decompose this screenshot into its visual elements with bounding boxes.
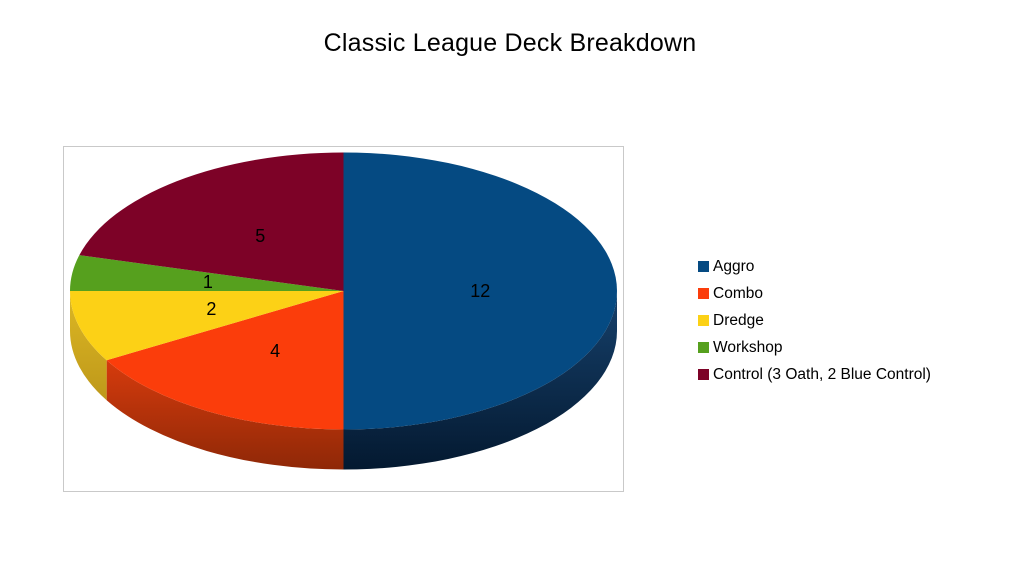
legend-item-label: Dredge (713, 311, 764, 329)
pie-slice-combo (106, 291, 344, 430)
legend-item-combo: Combo (698, 280, 931, 307)
legend-color-swatch (698, 369, 709, 380)
data-label-aggro: 12 (470, 281, 490, 301)
pie-slice-side-dredge (70, 291, 107, 401)
legend-color-swatch (698, 342, 709, 353)
pie-slice-side-combo (106, 360, 344, 470)
data-label-control-3-oath-2-blue-control: 5 (255, 226, 265, 246)
data-label-combo: 4 (270, 341, 280, 361)
legend-item-aggro: Aggro (698, 253, 931, 280)
legend-color-swatch (698, 261, 709, 272)
legend-item-workshop: Workshop (698, 334, 931, 361)
legend-item-control-3-oath-2-blue-control: Control (3 Oath, 2 Blue Control) (698, 361, 931, 388)
legend-item-label: Control (3 Oath, 2 Blue Control) (713, 365, 931, 383)
chart-title: Classic League Deck Breakdown (323, 29, 697, 57)
data-label-dredge: 2 (206, 299, 216, 319)
legend-item-label: Combo (713, 284, 763, 302)
legend-item-label: Aggro (713, 257, 755, 275)
legend-item-dredge: Dredge (698, 307, 931, 334)
pie-slice-control-3-oath-2-blue-control (79, 152, 344, 291)
legend-color-swatch (698, 315, 709, 326)
pie-slice-dredge (70, 291, 344, 361)
pie-3d-sides (70, 291, 618, 470)
pie-slice-side-aggro (343, 291, 618, 470)
legend-item-label: Workshop (713, 338, 783, 356)
legend-color-swatch (698, 288, 709, 299)
data-label-workshop: 1 (203, 272, 213, 292)
pie-slice-workshop (70, 255, 344, 291)
pie-slice-aggro (343, 152, 617, 430)
pie-data-labels: 12 4 2 1 5 (203, 226, 490, 361)
chart-legend: Aggro Combo Dredge Workshop Control (3 Oath,… (698, 253, 931, 388)
pie-top-slices (70, 152, 617, 430)
